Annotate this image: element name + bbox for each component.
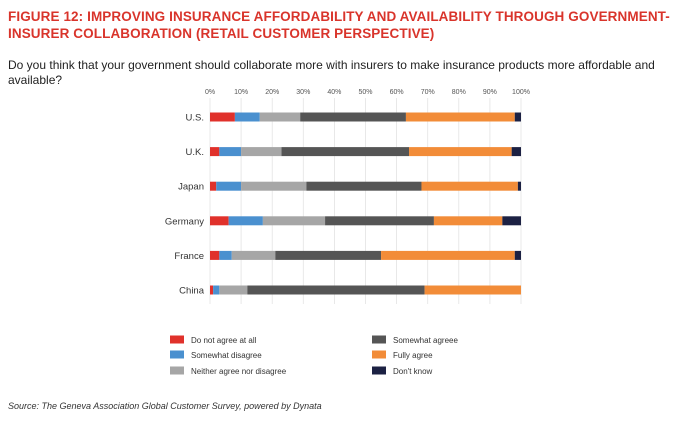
bar-segment	[228, 216, 263, 226]
bar-segment	[517, 181, 521, 191]
bar-segment	[231, 250, 276, 260]
legend-swatch	[372, 350, 386, 359]
x-tick-label: 60%	[390, 89, 404, 96]
legend-swatch	[372, 366, 386, 375]
bar-segment	[219, 250, 232, 260]
bar-segment	[247, 285, 425, 295]
source-note: Source: The Geneva Association Global Cu…	[8, 401, 322, 411]
bar-segment	[421, 181, 518, 191]
x-tick-label: 90%	[483, 89, 497, 96]
legend-swatch	[170, 335, 184, 344]
category-label: China	[179, 286, 205, 297]
legend-label: Somewhat agreee	[393, 336, 458, 345]
bar-segment	[409, 147, 512, 157]
survey-question: Do you think that your government should…	[8, 58, 655, 87]
figure-title: FIGURE 12: IMPROVING INSURANCE AFFORDABI…	[8, 9, 670, 41]
bar-segment	[219, 147, 242, 157]
bar-segment	[213, 285, 220, 295]
x-tick-label: 80%	[452, 89, 466, 96]
category-label: Germany	[165, 216, 204, 227]
x-tick-label: 100%	[512, 89, 530, 96]
x-tick-label: 40%	[327, 89, 341, 96]
category-label: U.K.	[186, 147, 204, 158]
bar-segment	[262, 216, 326, 226]
category-label: France	[174, 251, 204, 262]
bar-segment	[502, 216, 521, 226]
legend-label: Fully agree	[393, 351, 433, 360]
bar-segments	[210, 112, 521, 295]
category-label: U.S.	[186, 113, 204, 124]
bar-segment	[210, 216, 229, 226]
legend-label: Don't know	[393, 367, 433, 376]
bar-segment	[259, 112, 301, 122]
bar-segment	[216, 181, 242, 191]
bar-segment	[300, 112, 406, 122]
stacked-bar-chart: 0% 10% 20% 30% 40% 50% 60% 70% 80% 90% 100% U.S.U.…	[165, 89, 530, 376]
bar-segment	[210, 147, 220, 157]
legend-label: Somewhat disagree	[191, 351, 262, 360]
bar-segment	[210, 181, 217, 191]
bar-segment	[275, 250, 382, 260]
legend-label: Do not agree at all	[191, 336, 257, 345]
bar-segment	[210, 250, 220, 260]
x-axis-ticks: 0% 10% 20% 30% 40% 50% 60% 70% 80% 90% 100%	[205, 89, 530, 96]
category-labels: U.S. U.K. Japan Germany France China	[165, 113, 205, 297]
bar-segment	[325, 216, 434, 226]
legend-swatch	[372, 335, 386, 344]
legend: Do not agree at all Somewhat disagree Neit…	[170, 335, 458, 376]
category-label: Japan	[178, 182, 204, 193]
bar-segment	[405, 112, 515, 122]
bar-segment	[433, 216, 503, 226]
legend-swatch	[170, 350, 184, 359]
x-tick-label: 30%	[296, 89, 310, 96]
bar-segment	[234, 112, 260, 122]
x-tick-label: 0%	[205, 89, 215, 96]
bar-segment	[511, 147, 521, 157]
legend-swatch	[170, 366, 184, 375]
x-tick-label: 70%	[421, 89, 435, 96]
bar-segment	[514, 112, 521, 122]
bar-segment	[281, 147, 410, 157]
x-tick-label: 10%	[234, 89, 248, 96]
bar-segment	[210, 112, 235, 122]
bar-segment	[424, 285, 521, 295]
bar-segment	[381, 250, 515, 260]
chart-gridlines	[209, 98, 522, 304]
legend-label: Neither agree nor disagree	[191, 367, 287, 376]
bar-segment	[219, 285, 248, 295]
bar-segment	[241, 181, 307, 191]
bar-segment	[306, 181, 422, 191]
bar-segment	[210, 285, 214, 295]
x-tick-label: 20%	[265, 89, 279, 96]
x-tick-label: 50%	[358, 89, 372, 96]
bar-segment	[514, 250, 521, 260]
bar-segment	[241, 147, 282, 157]
